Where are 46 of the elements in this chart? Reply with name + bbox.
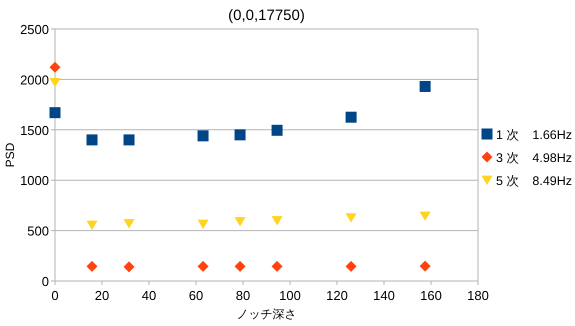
point <box>86 260 98 272</box>
y-tick-label: 1500 <box>20 122 49 138</box>
point <box>346 260 357 272</box>
x-tick-label: 160 <box>420 288 442 303</box>
point <box>346 213 357 223</box>
point <box>50 78 60 88</box>
point <box>198 130 209 142</box>
y-tick-label: 0 <box>42 274 49 289</box>
point <box>272 260 283 272</box>
legend-label: 1 次 1.66Hz <box>496 128 572 142</box>
x-tick-label: 120 <box>326 288 348 303</box>
x-tick-label: 40 <box>142 288 156 303</box>
chart-title: (0,0,17750) <box>228 7 305 24</box>
point <box>198 260 209 272</box>
y-tick-label: 1000 <box>20 173 49 188</box>
x-tick-label: 100 <box>279 288 301 303</box>
x-tick-label: 180 <box>467 288 489 303</box>
point <box>234 129 246 140</box>
legend-label: 3 次 4.98Hz <box>496 151 572 165</box>
point <box>50 107 60 118</box>
point <box>272 216 283 226</box>
x-tick-label: 60 <box>188 288 204 303</box>
point <box>50 62 60 73</box>
point <box>272 124 283 136</box>
legend-label: 5 次 8.49Hz <box>496 174 572 188</box>
point <box>124 261 135 272</box>
x-tick-label: 0 <box>51 288 59 303</box>
point <box>86 220 98 230</box>
point <box>198 220 209 229</box>
point <box>124 134 135 146</box>
y-tick-label: 500 <box>27 224 49 239</box>
x-tick-label: 80 <box>236 288 250 303</box>
x-tick-label: 20 <box>94 288 110 303</box>
y-tick-label: 2000 <box>20 72 49 88</box>
point <box>234 217 246 226</box>
point <box>420 260 431 272</box>
x-axis-title: ノッチ深さ <box>236 307 296 321</box>
point <box>86 134 98 146</box>
point <box>420 212 431 221</box>
y-axis-title: PSD <box>3 142 17 168</box>
point <box>346 112 357 123</box>
x-tick-label: 140 <box>373 288 395 303</box>
point <box>124 219 135 228</box>
y-tick-label: 2500 <box>20 22 49 37</box>
point <box>420 80 431 92</box>
point <box>234 260 246 272</box>
